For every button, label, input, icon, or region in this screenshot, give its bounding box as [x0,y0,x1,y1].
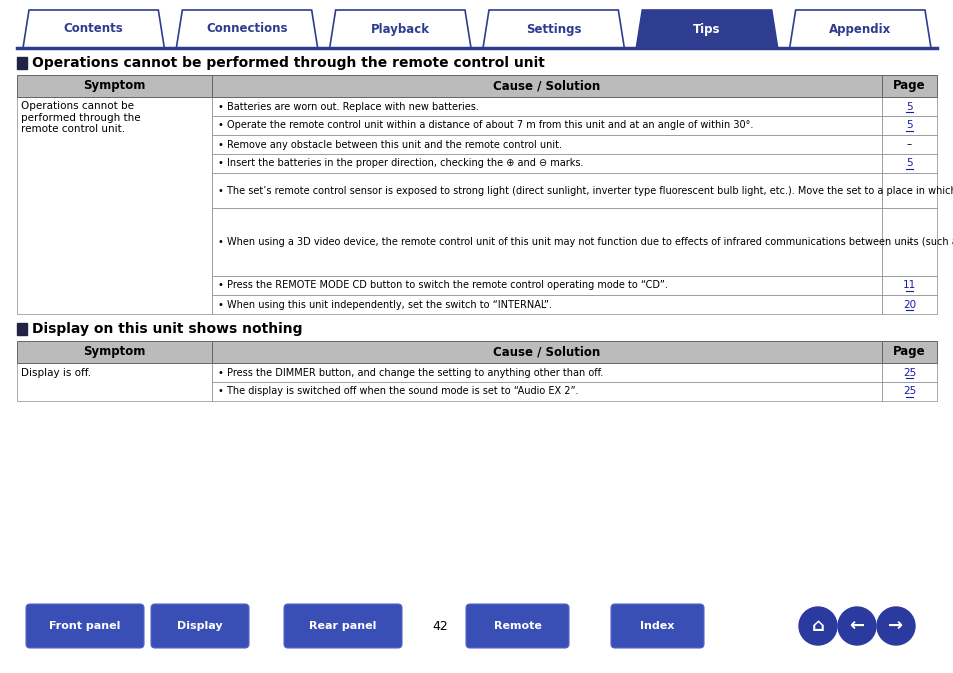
Bar [212,75,882,97]
Text: ←: ← [848,617,863,635]
Bar [17,341,212,363]
Bar [882,75,936,97]
Text: –: – [906,139,911,149]
Text: • Press the REMOTE MODE CD button to switch the remote control operating mode to: • Press the REMOTE MODE CD button to swi… [218,281,667,291]
Text: Connections: Connections [206,22,288,36]
Bar [17,57,27,69]
Bar [17,323,27,335]
Text: • The display is switched off when the sound mode is set to “Audio EX 2”.: • The display is switched off when the s… [218,386,578,396]
Bar [212,135,882,154]
Bar [882,173,936,208]
Bar [17,363,212,401]
Text: Appendix: Appendix [828,22,890,36]
Text: 11: 11 [902,281,915,291]
Text: –: – [906,186,911,195]
Text: 5: 5 [905,120,912,131]
Polygon shape [636,10,777,48]
FancyBboxPatch shape [151,604,249,648]
Polygon shape [330,10,471,48]
Bar [212,116,882,135]
Text: • Press the DIMMER button, and change the setting to anything other than off.: • Press the DIMMER button, and change th… [218,367,602,378]
Text: Symptom: Symptom [83,79,146,92]
Bar [882,135,936,154]
Text: Cause / Solution: Cause / Solution [493,345,600,359]
Text: 5: 5 [905,102,912,112]
Text: Operations cannot be
performed through the
remote control unit.: Operations cannot be performed through t… [21,101,140,134]
Text: • Batteries are worn out. Replace with new batteries.: • Batteries are worn out. Replace with n… [218,102,478,112]
Circle shape [799,607,836,645]
FancyBboxPatch shape [26,604,144,648]
Text: Display on this unit shows nothing: Display on this unit shows nothing [32,322,302,336]
Text: 5: 5 [905,159,912,168]
Text: • Remove any obstacle between this unit and the remote control unit.: • Remove any obstacle between this unit … [218,139,561,149]
Text: Display is off.: Display is off. [21,367,91,378]
Text: Playback: Playback [371,22,430,36]
Bar [212,208,882,276]
Bar [212,97,882,116]
Text: Remote: Remote [493,621,541,631]
Text: Symptom: Symptom [83,345,146,359]
Text: Page: Page [892,79,924,92]
Text: • Insert the batteries in the proper direction, checking the ⊕ and ⊖ marks.: • Insert the batteries in the proper dir… [218,159,583,168]
Text: 20: 20 [902,299,915,310]
Text: Contents: Contents [64,22,123,36]
Text: →: → [887,617,902,635]
Bar [882,382,936,401]
Bar [882,363,936,382]
Text: • When using this unit independently, set the switch to “INTERNAL”.: • When using this unit independently, se… [218,299,552,310]
Bar [212,382,882,401]
Text: • The set’s remote control sensor is exposed to strong light (direct sunlight, i: • The set’s remote control sensor is exp… [218,186,953,195]
Bar [212,363,882,382]
Bar [17,75,212,97]
Bar [212,295,882,314]
Text: Display: Display [177,621,223,631]
Bar [882,116,936,135]
Polygon shape [23,10,164,48]
FancyBboxPatch shape [465,604,568,648]
Bar [882,208,936,276]
Text: Operations cannot be performed through the remote control unit: Operations cannot be performed through t… [32,56,544,70]
Text: Cause / Solution: Cause / Solution [493,79,600,92]
Text: • When using a 3D video device, the remote control unit of this unit may not fun: • When using a 3D video device, the remo… [218,237,953,247]
Text: Tips: Tips [693,22,720,36]
Text: Front panel: Front panel [50,621,121,631]
Bar [882,97,936,116]
Text: –: – [906,237,911,247]
Bar [882,341,936,363]
Text: Page: Page [892,345,924,359]
Bar [212,341,882,363]
Bar [212,173,882,208]
Polygon shape [789,10,930,48]
Polygon shape [176,10,317,48]
Text: ⌂: ⌂ [811,617,823,635]
Bar [212,276,882,295]
Circle shape [876,607,914,645]
Circle shape [837,607,875,645]
Text: Settings: Settings [525,22,580,36]
Bar [882,154,936,173]
FancyBboxPatch shape [284,604,401,648]
Polygon shape [482,10,623,48]
FancyBboxPatch shape [610,604,703,648]
Text: 25: 25 [902,386,915,396]
Text: 42: 42 [432,620,447,633]
Text: • Operate the remote control unit within a distance of about 7 m from this unit : • Operate the remote control unit within… [218,120,753,131]
Text: Index: Index [639,621,674,631]
Bar [882,295,936,314]
Text: Rear panel: Rear panel [309,621,376,631]
Bar [882,276,936,295]
Bar [17,97,212,314]
Text: 25: 25 [902,367,915,378]
Bar [212,154,882,173]
